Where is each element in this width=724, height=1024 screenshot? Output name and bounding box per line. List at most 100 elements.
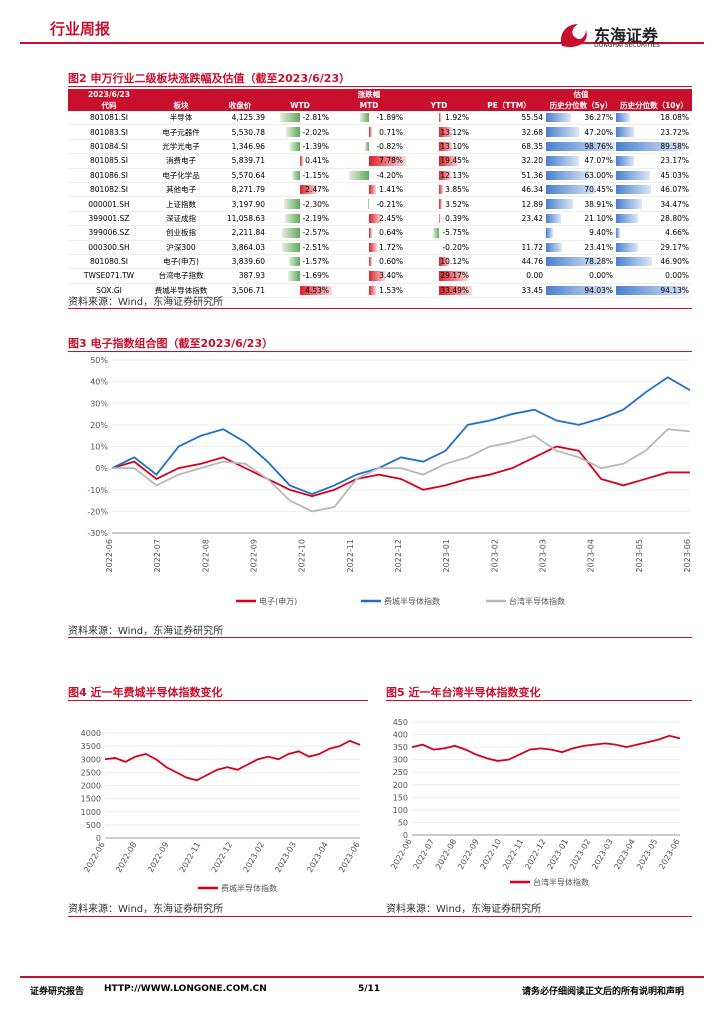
x-tick-label: 2023-03 <box>539 539 548 572</box>
data-bar <box>616 256 652 267</box>
cell-text: 8,271.79 <box>231 185 265 195</box>
x-tick-label: 2023-04 <box>613 838 638 871</box>
y-tick-label: 350 <box>393 743 408 752</box>
table-cell: 801083.SI <box>68 124 150 140</box>
cell-text: 801082.SI <box>90 185 128 195</box>
data-bar <box>546 170 591 180</box>
y-tick-label: 400 <box>393 731 408 740</box>
cell-text: 3,864.03 <box>231 242 265 252</box>
x-tick-label: 2022-10 <box>298 539 307 572</box>
data-bar <box>439 199 443 209</box>
cell-text: -1.57% <box>302 257 329 267</box>
table-cell: 12.13% <box>406 168 472 183</box>
cell-text: 21.10% <box>584 213 613 223</box>
table-cell: 32.20 <box>472 153 546 169</box>
table-cell: 12.89 <box>472 196 546 212</box>
y-tick-label: 450 <box>393 718 408 727</box>
cell-text: 13.10% <box>440 141 469 151</box>
cell-text: 44.76 <box>521 257 543 267</box>
table-row: SOX.GI 费城半导体指数 3,506.71 4.53% 1.53% 33.49% 33.… <box>68 283 692 299</box>
data-bar <box>439 256 449 267</box>
data-bar <box>365 141 369 152</box>
table-cell: -0.20% <box>406 240 472 255</box>
table-cell: 3,839.60 <box>212 254 268 270</box>
header-cell: 板块 <box>150 100 212 111</box>
x-tick-label: 2022-11 <box>501 838 526 871</box>
cell-text: 23.17% <box>660 156 689 166</box>
footer-left: 证券研究报告 <box>30 987 85 997</box>
figure-title: 图3 电子指数组合图（截至2023/6/23） <box>68 337 274 350</box>
table-cell: 23.72% <box>616 124 692 140</box>
cell-text: -2.30% <box>302 199 329 209</box>
table-cell: 8,271.79 <box>212 182 268 198</box>
cell-text: SOX.GI <box>96 285 122 295</box>
table-cell: 46.07% <box>616 182 692 198</box>
cell-text: 94.03% <box>584 285 613 295</box>
header-cell: MTD <box>332 100 406 111</box>
cell-text: 32.20 <box>521 156 543 166</box>
header-cell: YTD <box>406 100 472 111</box>
x-tick-label: 2023-03 <box>590 838 615 871</box>
cell-text: -1.39% <box>302 141 329 151</box>
y-tick-label: 50% <box>90 356 108 365</box>
x-tick-label: 2023-05 <box>635 539 644 572</box>
cell-text: 0.41% <box>305 156 329 166</box>
x-tick-label: 2022-06 <box>105 539 114 572</box>
table-cell: 0.00% <box>546 268 616 284</box>
y-tick-label: 10% <box>90 443 108 452</box>
cell-text: 000001.SH <box>88 199 130 209</box>
cell-text: 399006.SZ <box>88 228 130 238</box>
header-cell: 估值 <box>546 89 616 100</box>
cell-text: 1.92% <box>445 113 469 123</box>
data-bar <box>439 285 472 296</box>
table-cell: 94.13% <box>616 283 692 299</box>
source: 资料来源：Wind，东海证券研究所 <box>68 626 224 637</box>
table-cell: 801085.SI <box>68 153 150 169</box>
table-cell: 46.90% <box>616 254 692 270</box>
table-cell: 7.78% <box>332 153 406 169</box>
cell-text: 46.90% <box>660 257 689 267</box>
header-cell: 2023/6/23 <box>68 89 150 100</box>
x-tick-label: 2022-08 <box>201 539 210 572</box>
table-cell: 2.47% <box>268 182 332 198</box>
cell-text: 399001.SZ <box>88 213 130 223</box>
table-cell: 1,346.96 <box>212 139 268 155</box>
cell-text: 费城半导体指数 <box>154 285 208 295</box>
table-cell: -4.20% <box>332 168 406 183</box>
data-bar <box>439 170 451 180</box>
table-cell: 801084.SI <box>68 139 150 155</box>
cell-text: 801085.SI <box>90 156 128 166</box>
data-bar <box>433 228 439 238</box>
cell-text: 0.00% <box>589 271 613 281</box>
data-bar <box>439 184 443 195</box>
x-tick-label: 2022-09 <box>456 838 481 871</box>
table-cell: 4.66% <box>616 225 692 241</box>
table-cell: 4.53% <box>268 283 332 299</box>
data-bar <box>546 213 561 224</box>
data-bar <box>349 170 369 180</box>
series-line <box>111 376 691 496</box>
data-bar <box>369 228 373 238</box>
cell-text: 3.85% <box>445 185 469 195</box>
data-bar <box>281 228 300 238</box>
cell-text: 47.20% <box>584 127 613 137</box>
cell-text: 上证指数 <box>166 199 196 209</box>
data-bar <box>288 256 300 267</box>
cell-text: 47.07% <box>584 156 613 166</box>
table-cell: 半导体 <box>150 111 212 126</box>
header-cell: 历史分位数（5y） <box>546 100 616 111</box>
data-bar <box>616 184 651 195</box>
y-tick-label: 4000 <box>81 729 101 738</box>
cell-text: 3.40% <box>379 271 403 281</box>
table-cell: 89.58% <box>616 139 692 155</box>
table-cell: -1.89% <box>332 111 406 126</box>
table-cell: 3,864.03 <box>212 240 268 255</box>
cell-text: 5,570.64 <box>231 170 265 180</box>
source: 资料来源：Wind，东海证券研究所 <box>68 297 224 308</box>
cell-text: 电子(申万) <box>163 257 199 267</box>
table-cell: 2,211.84 <box>212 225 268 241</box>
table-cell: 78.28% <box>546 254 616 270</box>
cell-text: -2.57% <box>302 228 329 238</box>
data-bar <box>616 170 651 180</box>
